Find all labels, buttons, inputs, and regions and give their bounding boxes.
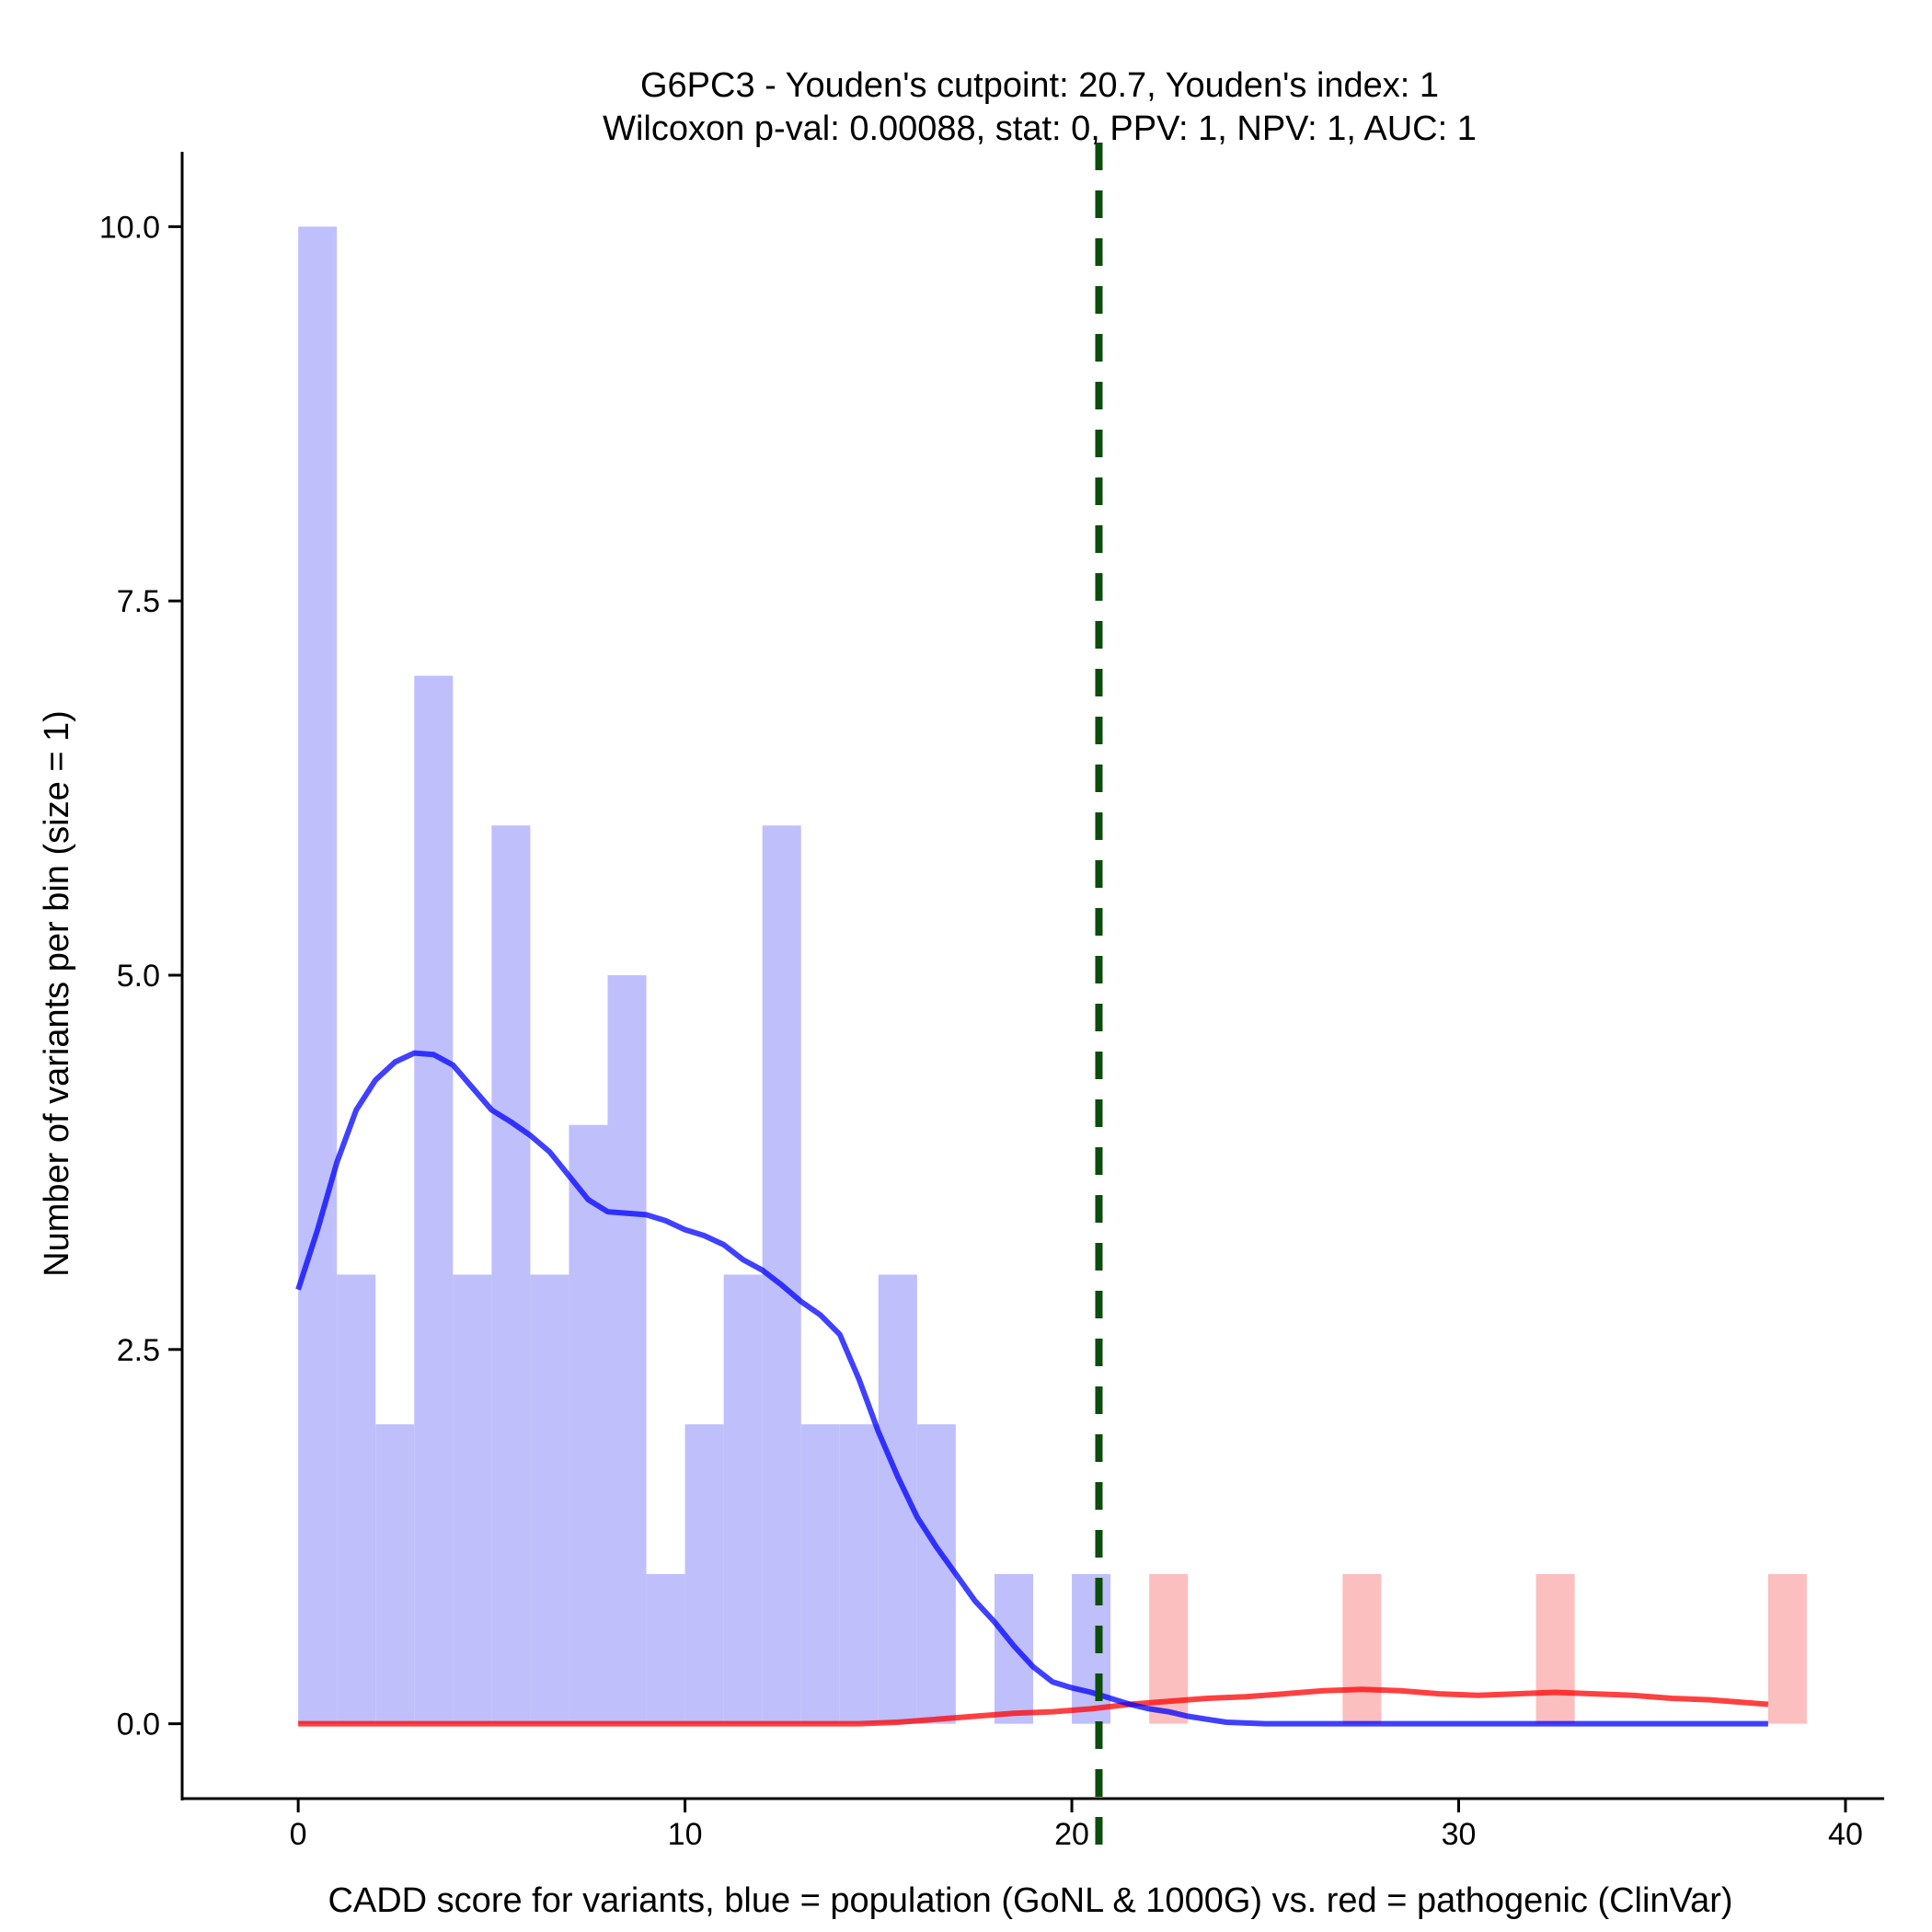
- population-bar-0: [298, 226, 338, 1724]
- population-bar-16: [916, 1424, 956, 1724]
- y-tick-label-7.5: 7.5: [117, 584, 160, 619]
- population-bar-13: [800, 1424, 840, 1724]
- x-tick-label-0: 0: [290, 1817, 307, 1852]
- x-axis-title: CADD score for variants, blue = populati…: [328, 1881, 1732, 1920]
- population-bar-4: [453, 1274, 492, 1724]
- x-tick-label-20: 20: [1054, 1817, 1089, 1852]
- x-tick-label-10: 10: [668, 1817, 703, 1852]
- population-bar-7: [569, 1124, 608, 1724]
- population-density-curve: [295, 1050, 1768, 1727]
- population-bar-11: [723, 1274, 763, 1724]
- y-axis-title: Number of variants per bin (size = 1): [38, 710, 76, 1277]
- x-tick-label-30: 30: [1442, 1817, 1477, 1852]
- pathogenic-bar-38: [1767, 1573, 1807, 1724]
- population-bar-20: [1072, 1573, 1111, 1724]
- population-bar-6: [530, 1274, 569, 1724]
- pathogenic-bar-27: [1342, 1573, 1382, 1724]
- chart-title-line1: G6PC3 - Youden's cutpoint: 20.7, Youden'…: [640, 66, 1439, 105]
- population-bar-3: [414, 675, 454, 1724]
- axes: 0 10 20 30 40 0.0 2.5 5.0 7.5 10.0: [99, 152, 1884, 1852]
- chart-title-line2: Wilcoxon p-val: 0.00088, stat: 0, PPV: 1…: [603, 109, 1477, 148]
- histogram-bars: [298, 226, 1807, 1724]
- population-bar-8: [607, 975, 647, 1724]
- population-bar-1: [337, 1274, 376, 1724]
- y-tick-label-5: 5.0: [117, 959, 160, 994]
- y-tick-label-0: 0.0: [117, 1708, 160, 1742]
- y-tick-label-2.5: 2.5: [117, 1333, 160, 1368]
- y-tick-label-10: 10.0: [99, 210, 160, 245]
- density-curves: [295, 1050, 1769, 1727]
- x-tick-label-40: 40: [1828, 1817, 1863, 1852]
- pathogenic-bar-32: [1535, 1573, 1575, 1724]
- population-bar-2: [375, 1424, 415, 1724]
- population-bar-5: [491, 825, 531, 1724]
- pathogenic-density-curve: [298, 1686, 1769, 1727]
- population-bar-9: [646, 1573, 685, 1724]
- population-bar-14: [839, 1424, 879, 1724]
- population-bar-10: [684, 1424, 724, 1724]
